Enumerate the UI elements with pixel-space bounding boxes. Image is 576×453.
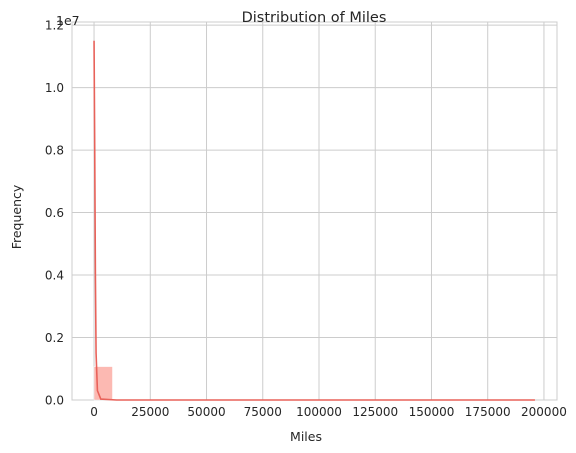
y-tick-label: 0.6: [45, 206, 64, 220]
y-tick-label: 0.0: [45, 394, 64, 408]
y-tick-label: 1.0: [45, 81, 64, 95]
x-tick-label: 25000: [131, 405, 169, 419]
kde-curve: [93, 40, 535, 401]
chart-title: Distribution of Miles: [242, 10, 387, 26]
y-axis-label: Frequency: [9, 184, 24, 249]
x-tick-label: 75000: [244, 405, 282, 419]
grid-lines: [71, 21, 558, 401]
y-ticks: 0.0 0.2 0.4 0.6 0.8 1.0 1.2: [45, 19, 64, 408]
y-tick-label: 0.2: [45, 331, 64, 345]
x-ticks: 0 25000 50000 75000 100000 125000 150000 175000…: [90, 405, 567, 419]
y-offset-label: 1e7: [56, 13, 80, 28]
x-tick-label: 0: [90, 405, 98, 419]
y-tick-label: 0.8: [45, 144, 64, 158]
x-tick-label: 150000: [409, 405, 455, 419]
plot-area: [72, 22, 557, 400]
x-tick-label: 175000: [465, 405, 511, 419]
y-tick-label: 1.2: [45, 19, 64, 33]
x-tick-label: 200000: [521, 405, 567, 419]
x-tick-label: 50000: [187, 405, 225, 419]
x-tick-label: 125000: [352, 405, 398, 419]
x-axis-label: Miles: [290, 429, 322, 444]
x-tick-label: 100000: [296, 405, 342, 419]
y-tick-label: 0.4: [45, 269, 64, 283]
